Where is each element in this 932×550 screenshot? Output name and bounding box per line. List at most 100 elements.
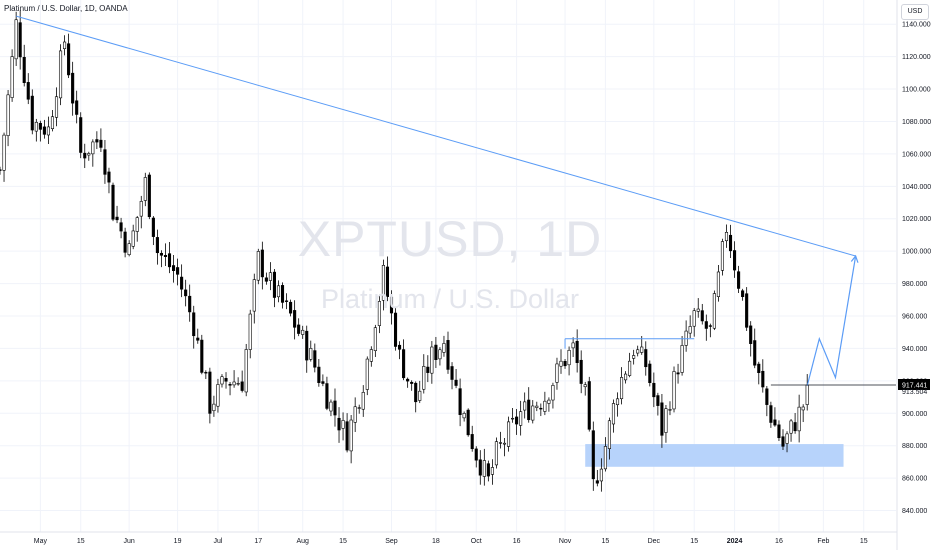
candle-body — [490, 467, 494, 475]
price-tick-label: 860.000 — [902, 476, 927, 483]
candle-body — [393, 312, 398, 347]
candle-body — [192, 312, 196, 337]
projection-path[interactable] — [806, 255, 857, 386]
candle-body — [700, 310, 704, 322]
candle-body — [466, 409, 470, 436]
candle-body — [232, 381, 236, 386]
candle-body — [50, 116, 55, 130]
candle-body — [30, 95, 34, 131]
candle-body — [575, 340, 579, 363]
candle-body — [46, 126, 50, 136]
candle-body — [567, 349, 571, 366]
time-tick-label: Feb — [817, 538, 829, 545]
time-tick-label: 15 — [77, 538, 85, 545]
candle-body — [523, 401, 527, 411]
candle-body — [603, 446, 607, 470]
candle-body — [365, 358, 369, 390]
candle-body — [252, 279, 256, 312]
candle-body — [410, 381, 414, 384]
candle-body — [692, 310, 696, 327]
candle-body — [305, 330, 309, 361]
time-tick-label: 18 — [432, 538, 440, 545]
watermark-symbol: XPTUSD, 1D — [297, 211, 603, 267]
candle-body — [724, 232, 729, 242]
candle-body — [599, 468, 603, 482]
candle-body — [486, 463, 490, 477]
chart-title: Platinum / U.S. Dollar, 1D, OANDA — [4, 4, 128, 13]
candle-body — [107, 171, 111, 183]
price-tick-label: 980.000 — [902, 281, 927, 288]
price-tick-label: 1040.000 — [902, 184, 931, 191]
candle-body — [155, 237, 159, 254]
candle-body — [753, 340, 757, 366]
trendline[interactable] — [16, 15, 856, 257]
candle-body — [216, 384, 220, 407]
price-tick-label: 1100.000 — [902, 87, 931, 94]
candle-body — [329, 401, 333, 412]
candle-body — [381, 265, 385, 301]
secondary-price-label: 913.504 — [902, 389, 927, 396]
candle-body — [454, 379, 458, 386]
candle-body — [42, 126, 46, 135]
candle-body — [563, 361, 567, 367]
candle-body — [353, 406, 357, 423]
time-tick-label: 19 — [174, 538, 182, 545]
candle-body — [123, 231, 127, 253]
candle-body — [151, 217, 155, 237]
price-tick-label: 940.000 — [902, 346, 927, 353]
candle-body — [712, 293, 716, 329]
candle-body — [167, 253, 172, 268]
candle-body — [688, 326, 692, 334]
time-tick-label: 15 — [860, 538, 868, 545]
candle-body — [309, 348, 313, 360]
price-tick-label: 1080.000 — [902, 119, 931, 126]
price-tick-label: 960.000 — [902, 314, 927, 321]
projection-arrowhead — [850, 254, 859, 263]
candle-body — [652, 382, 656, 398]
candle-body — [539, 407, 543, 410]
candle-body — [781, 436, 785, 447]
time-tick-label: May — [34, 538, 48, 545]
candle-body — [75, 100, 79, 115]
time-axis[interactable]: May 15 Jun 19 Jul 17 Aug 15 Sep 18 Oct 16 Nov 15 Dec 15… — [34, 538, 868, 545]
candle-body — [398, 344, 402, 350]
candle-body — [474, 448, 478, 461]
candle-body — [506, 421, 511, 447]
candle-body — [797, 406, 801, 432]
candle-body — [531, 405, 535, 421]
candle-body — [749, 325, 753, 344]
candle-body — [636, 349, 640, 354]
candle-body — [482, 460, 486, 477]
candle-body — [716, 271, 720, 297]
candle-body — [644, 349, 648, 368]
candle-body — [769, 405, 773, 423]
drawings[interactable] — [16, 15, 896, 386]
candle-body — [494, 441, 498, 466]
time-tick-label: Oct — [471, 538, 482, 545]
candle-body — [728, 234, 733, 252]
currency-button[interactable]: USD — [901, 4, 929, 20]
candle-body — [676, 372, 680, 375]
candle-body — [680, 345, 684, 373]
candle-body — [773, 419, 777, 426]
support-zone-rect[interactable] — [585, 444, 844, 467]
candle-body — [785, 433, 789, 444]
support-zone[interactable] — [585, 444, 844, 467]
candle-body — [34, 121, 38, 132]
candle-body — [325, 383, 329, 409]
price-tick-label: 880.000 — [902, 443, 927, 450]
candle-body — [805, 384, 809, 405]
candle-body — [63, 41, 67, 50]
candle-body — [458, 388, 462, 415]
candle-body — [498, 442, 503, 444]
candle-body — [196, 337, 200, 341]
watermark-name: Platinum / U.S. Dollar — [320, 284, 580, 314]
candle-body — [377, 301, 381, 326]
candle-body — [551, 385, 555, 401]
price-axis[interactable]: 840.000860.000880.000900.000920.000940.0… — [902, 22, 931, 515]
candle-body — [660, 402, 664, 436]
candle-body — [765, 388, 769, 405]
time-tick-label: 17 — [254, 538, 262, 545]
candle-body — [389, 296, 394, 314]
